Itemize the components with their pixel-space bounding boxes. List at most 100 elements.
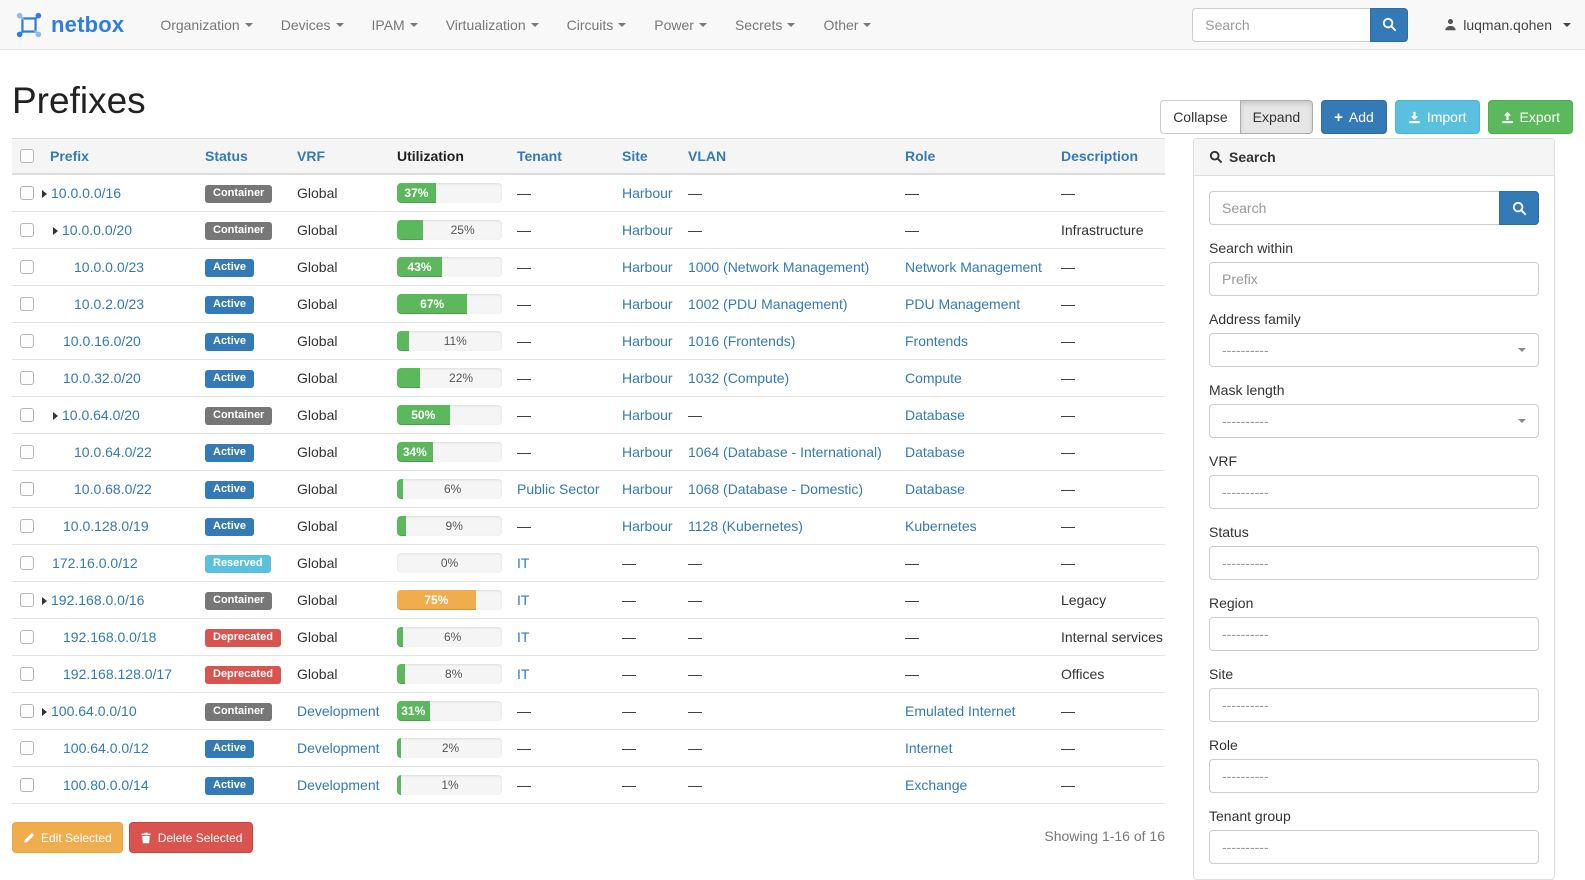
row-checkbox[interactable] <box>20 630 34 644</box>
site-link[interactable]: Harbour <box>622 518 673 534</box>
role-select[interactable]: ---------- <box>1209 759 1539 793</box>
region-select[interactable]: ---------- <box>1209 617 1539 651</box>
vrf-select[interactable]: ---------- <box>1209 475 1539 509</box>
role-link[interactable]: Database <box>905 481 965 497</box>
prefix-link[interactable]: 100.64.0.0/12 <box>63 740 149 756</box>
tenant-group-select[interactable]: ---------- <box>1209 830 1539 864</box>
address-family-select[interactable]: ---------- <box>1209 333 1539 367</box>
prefix-link[interactable]: 10.0.2.0/23 <box>74 296 145 312</box>
tenant-link[interactable]: Public Sector <box>517 481 600 497</box>
tenant-link[interactable]: IT <box>517 666 530 682</box>
collapse-button[interactable]: Collapse <box>1160 100 1241 134</box>
row-checkbox[interactable] <box>20 371 34 385</box>
status-badge[interactable]: Deprecated <box>205 666 281 684</box>
delete-selected-button[interactable]: Delete Selected <box>128 822 254 853</box>
site-link[interactable]: Harbour <box>622 185 673 201</box>
column-header-site[interactable]: Site <box>622 148 648 164</box>
prefix-link[interactable]: 192.168.0.0/16 <box>51 592 145 608</box>
row-checkbox[interactable] <box>20 297 34 311</box>
vlan-link[interactable]: 1000 (Network Management) <box>688 259 870 275</box>
row-checkbox[interactable] <box>20 334 34 348</box>
site-link[interactable]: Harbour <box>622 370 673 386</box>
status-badge[interactable]: Active <box>205 296 255 314</box>
expand-button[interactable]: Expand <box>1239 100 1314 134</box>
column-header-description[interactable]: Description <box>1061 148 1139 164</box>
status-badge[interactable]: Active <box>205 740 255 758</box>
vlan-link[interactable]: 1064 (Database - International) <box>688 444 882 460</box>
row-checkbox[interactable] <box>20 741 34 755</box>
status-badge[interactable]: Container <box>205 703 273 721</box>
status-badge[interactable]: Container <box>205 592 273 610</box>
prefix-link[interactable]: 10.0.16.0/20 <box>63 333 141 349</box>
prefix-link[interactable]: 10.0.64.0/22 <box>74 444 152 460</box>
site-select[interactable]: ---------- <box>1209 688 1539 722</box>
prefix-link[interactable]: 10.0.128.0/19 <box>63 518 149 534</box>
search-within-input[interactable] <box>1209 262 1539 296</box>
role-link[interactable]: Frontends <box>905 333 969 349</box>
status-badge[interactable]: Container <box>205 185 273 203</box>
role-link[interactable]: Emulated Internet <box>905 703 1016 719</box>
column-header-prefix[interactable]: Prefix <box>50 148 89 164</box>
status-badge[interactable]: Active <box>205 777 255 795</box>
nav-item-secrets[interactable]: Secrets <box>721 0 809 50</box>
tenant-link[interactable]: IT <box>517 592 530 608</box>
role-link[interactable]: Kubernetes <box>905 518 977 534</box>
select-all-checkbox[interactable] <box>20 149 34 163</box>
status-badge[interactable]: Container <box>205 407 273 425</box>
role-link[interactable]: Exchange <box>905 777 968 793</box>
prefix-link[interactable]: 192.168.128.0/17 <box>63 666 172 682</box>
global-search-input[interactable] <box>1192 7 1371 42</box>
nav-item-ipam[interactable]: IPAM <box>358 0 432 50</box>
prefix-link[interactable]: 10.0.0.0/16 <box>51 185 122 201</box>
row-checkbox[interactable] <box>20 778 34 792</box>
row-checkbox[interactable] <box>20 445 34 459</box>
vrf-link[interactable]: Development <box>297 777 380 793</box>
filter-search-button[interactable] <box>1499 191 1539 225</box>
vlan-link[interactable]: 1128 (Kubernetes) <box>688 518 803 534</box>
prefix-link[interactable]: 100.80.0.0/14 <box>63 777 149 793</box>
status-badge[interactable]: Reserved <box>205 555 271 573</box>
site-link[interactable]: Harbour <box>622 444 673 460</box>
import-button[interactable]: Import <box>1394 100 1480 134</box>
row-checkbox[interactable] <box>20 186 34 200</box>
prefix-link[interactable]: 10.0.0.0/23 <box>74 259 145 275</box>
nav-item-circuits[interactable]: Circuits <box>553 0 641 50</box>
column-header-role[interactable]: Role <box>905 148 936 164</box>
global-search-button[interactable] <box>1370 7 1409 42</box>
row-checkbox[interactable] <box>20 519 34 533</box>
filter-search-input[interactable] <box>1209 191 1499 225</box>
mask-length-select[interactable]: ---------- <box>1209 404 1539 438</box>
row-checkbox[interactable] <box>20 482 34 496</box>
status-badge[interactable]: Active <box>205 333 255 351</box>
site-link[interactable]: Harbour <box>622 296 673 312</box>
prefix-link[interactable]: 10.0.68.0/22 <box>74 481 152 497</box>
column-header-vrf[interactable]: VRF <box>297 148 325 164</box>
status-badge[interactable]: Container <box>205 222 273 240</box>
site-link[interactable]: Harbour <box>622 259 673 275</box>
status-badge[interactable]: Active <box>205 259 255 277</box>
status-badge[interactable]: Deprecated <box>205 629 281 647</box>
tenant-link[interactable]: IT <box>517 555 530 571</box>
row-checkbox[interactable] <box>20 260 34 274</box>
row-checkbox[interactable] <box>20 593 34 607</box>
site-link[interactable]: Harbour <box>622 481 673 497</box>
nav-item-other[interactable]: Other <box>809 0 885 50</box>
tenant-link[interactable]: IT <box>517 629 530 645</box>
prefix-link[interactable]: 172.16.0.0/12 <box>52 555 138 571</box>
add-button[interactable]: + Add <box>1321 100 1387 134</box>
vlan-link[interactable]: 1002 (PDU Management) <box>688 296 848 312</box>
nav-item-devices[interactable]: Devices <box>267 0 358 50</box>
role-link[interactable]: Compute <box>905 370 962 386</box>
vrf-link[interactable]: Development <box>297 740 380 756</box>
column-header-status[interactable]: Status <box>205 148 248 164</box>
prefix-link[interactable]: 10.0.32.0/20 <box>63 370 141 386</box>
column-header-tenant[interactable]: Tenant <box>517 148 562 164</box>
row-checkbox[interactable] <box>20 704 34 718</box>
user-menu[interactable]: luqman.qohen <box>1444 17 1571 33</box>
role-link[interactable]: Database <box>905 444 965 460</box>
status-badge[interactable]: Active <box>205 370 255 388</box>
status-badge[interactable]: Active <box>205 518 255 536</box>
column-header-vlan[interactable]: VLAN <box>688 148 727 164</box>
site-link[interactable]: Harbour <box>622 222 673 238</box>
vlan-link[interactable]: 1032 (Compute) <box>688 370 790 386</box>
